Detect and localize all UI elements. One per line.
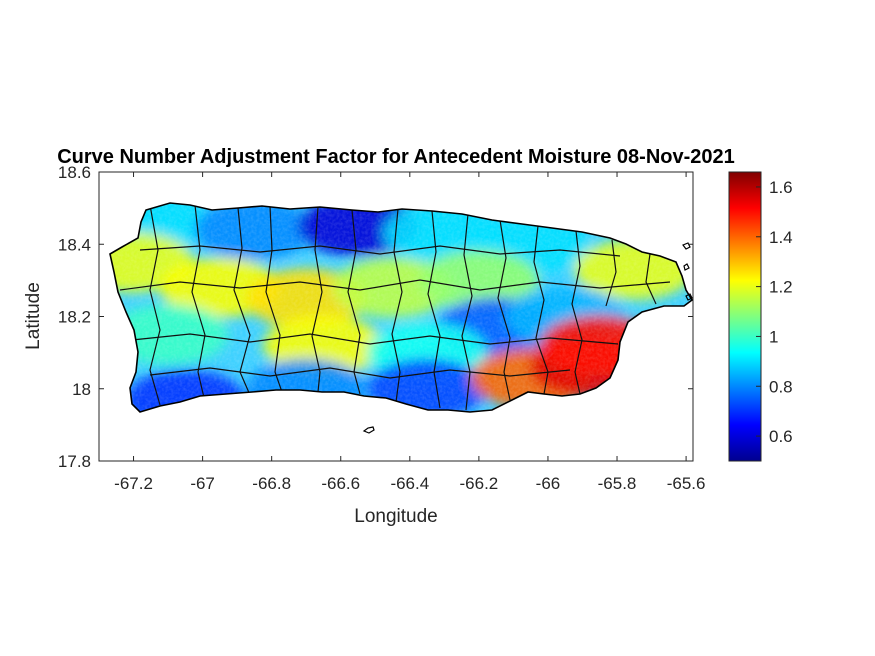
- municipality-boundary: [645, 253, 657, 305]
- colorbar-tick-label: 1.2: [769, 278, 793, 297]
- municipality-boundary: [311, 206, 323, 393]
- x-tick-label: -66: [536, 474, 561, 493]
- x-tick-label: -65.6: [667, 474, 706, 493]
- moisture-factor-field: [110, 203, 692, 412]
- x-tick-label: -65.8: [598, 474, 637, 493]
- chart-title: Curve Number Adjustment Factor for Antec…: [57, 146, 735, 168]
- municipality-boundary: [191, 204, 206, 403]
- x-axis-label: Longitude: [354, 506, 437, 527]
- colorbar-ticks: 0.6 0.8 1 1.2 1.4 1.6: [756, 178, 793, 446]
- colorbar-tick-label: 1.6: [769, 178, 793, 197]
- municipality-boundary: [533, 225, 549, 395]
- y-tick-label: 18.2: [58, 308, 91, 327]
- municipality-boundary: [461, 213, 473, 411]
- municipality-boundary: [131, 333, 619, 345]
- x-tick-label: -66.8: [252, 474, 291, 493]
- island-outline: [109, 202, 694, 413]
- municipality-boundary: [605, 239, 617, 307]
- municipality-boundaries: [119, 204, 671, 411]
- y-tick-label: 18: [72, 380, 91, 399]
- colorbar-tick-label: 1: [769, 327, 778, 346]
- y-axis-ticks: 17.8 18 18.2 18.4 18.6: [58, 163, 693, 471]
- y-tick-label: 18.6: [58, 163, 91, 182]
- x-tick-label: -67: [190, 474, 215, 493]
- x-tick-label: -66.2: [460, 474, 499, 493]
- x-tick-label: -66.6: [321, 474, 360, 493]
- municipality-boundary: [427, 210, 441, 409]
- y-tick-label: 18.4: [58, 235, 91, 254]
- municipality-boundary: [149, 367, 571, 379]
- colorbar-tick-label: 0.8: [769, 377, 793, 396]
- municipality-boundary: [233, 207, 251, 396]
- y-tick-label: 17.8: [58, 452, 91, 471]
- municipality-boundary: [497, 219, 511, 401]
- colorbar-tick-label: 0.6: [769, 427, 793, 446]
- y-axis-label: Latitude: [23, 282, 44, 350]
- municipality-boundary: [149, 204, 161, 406]
- x-axis-ticks: -67.2 -67 -66.8 -66.6 -66.4 -66.2 -66 -65.8 -65.…: [114, 172, 705, 493]
- municipality-boundary: [139, 245, 621, 257]
- x-tick-label: -67.2: [114, 474, 153, 493]
- x-tick-label: -66.4: [390, 474, 429, 493]
- small-islands: [362, 242, 693, 434]
- municipality-boundary: [119, 279, 671, 291]
- colorbar-tick-label: 1.4: [769, 228, 793, 247]
- municipality-boundary: [571, 230, 583, 395]
- colorbar: [728, 171, 762, 462]
- municipality-boundary: [347, 209, 361, 395]
